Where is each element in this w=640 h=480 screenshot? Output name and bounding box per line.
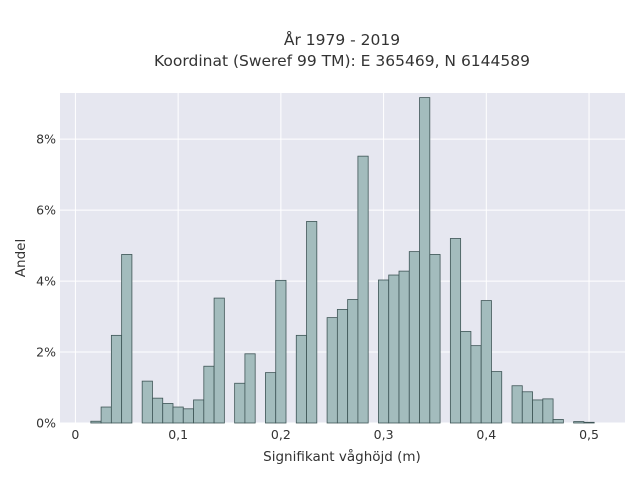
histogram-bar xyxy=(388,274,400,424)
x-tick-label: 0,3 xyxy=(374,427,394,442)
histogram-bar xyxy=(378,279,390,424)
histogram-bar xyxy=(480,300,492,424)
histogram-bar xyxy=(449,238,462,424)
histogram-bar xyxy=(398,270,410,424)
x-tick-label: 0,1 xyxy=(168,427,188,442)
histogram-bar xyxy=(172,406,184,424)
histogram-bar xyxy=(90,420,102,424)
histogram-bar xyxy=(460,331,472,424)
x-tick-label: 0 xyxy=(71,427,79,442)
histogram-bar xyxy=(275,279,287,424)
histogram-bar xyxy=(408,251,420,424)
histogram-bar xyxy=(203,365,215,424)
histogram-bar xyxy=(521,391,533,424)
histogram-bar xyxy=(357,155,369,424)
histogram-bar xyxy=(573,421,585,424)
histogram-bar xyxy=(234,382,246,424)
x-tick-label: 0,4 xyxy=(476,427,496,442)
y-axis-ticks: 0% 2% 4% 6% 8% xyxy=(36,132,56,431)
histogram-bar xyxy=(244,353,256,424)
histogram-bar xyxy=(532,399,544,424)
histogram-bar xyxy=(511,385,523,424)
y-tick-label: 2% xyxy=(36,345,56,360)
histogram-bar xyxy=(193,399,205,424)
histogram-bar xyxy=(182,408,194,424)
histogram-bar xyxy=(336,309,349,424)
chart-title-line1: År 1979 - 2019 xyxy=(284,30,400,49)
histogram-bar xyxy=(347,299,359,424)
histogram-bar xyxy=(429,254,441,424)
y-axis-label: Andel xyxy=(13,239,29,277)
histogram-bar xyxy=(152,397,164,424)
histogram-bar xyxy=(265,372,277,424)
y-tick-label: 8% xyxy=(36,132,56,147)
histogram-bar xyxy=(100,406,112,424)
y-tick-label: 4% xyxy=(36,274,56,289)
histogram-bars xyxy=(90,97,595,424)
histogram-bar xyxy=(542,398,554,424)
x-axis-ticks: 0 0,1 0,2 0,3 0,4 0,5 xyxy=(71,427,599,442)
x-tick-label: 0,2 xyxy=(271,427,291,442)
histogram-bar xyxy=(583,421,595,424)
chart-title-line2: Koordinat (Sweref 99 TM): E 365469, N 61… xyxy=(154,52,530,70)
histogram-bar xyxy=(552,419,564,424)
x-tick-label: 0,5 xyxy=(579,427,599,442)
histogram-bar xyxy=(491,371,503,424)
histogram-bar xyxy=(162,403,174,424)
histogram-bar xyxy=(213,297,225,424)
histogram-bar xyxy=(295,334,307,424)
histogram-bar xyxy=(121,254,133,424)
histogram-bar xyxy=(470,345,482,424)
histogram-bar xyxy=(141,380,153,424)
histogram-bar xyxy=(110,334,123,424)
y-tick-label: 0% xyxy=(36,416,56,431)
histogram-bar xyxy=(306,221,318,424)
y-tick-label: 6% xyxy=(36,203,56,218)
histogram-bar xyxy=(326,317,338,424)
histogram-bar xyxy=(419,97,431,424)
x-axis-label: Signifikant våghöjd (m) xyxy=(263,448,421,465)
